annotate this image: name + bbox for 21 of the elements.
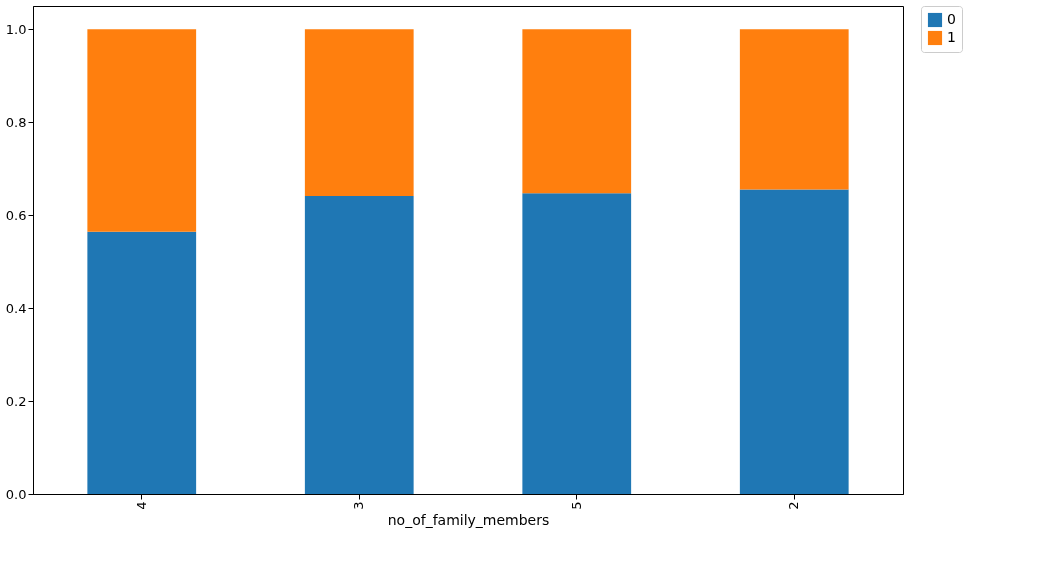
x-tick-label: 5 bbox=[568, 501, 584, 510]
y-tick-label: 0.4 bbox=[5, 300, 27, 316]
y-tick-label: 1.0 bbox=[5, 21, 27, 37]
bar bbox=[522, 193, 632, 494]
x-tick-label: 4 bbox=[133, 501, 149, 510]
y-tick-label: 0.6 bbox=[5, 207, 27, 223]
legend-label: 0 bbox=[947, 11, 956, 27]
bar bbox=[304, 29, 414, 197]
bar bbox=[304, 196, 414, 494]
y-tick-label: 0.2 bbox=[5, 393, 27, 409]
legend-label: 1 bbox=[947, 29, 956, 45]
bar bbox=[739, 29, 849, 190]
y-tick-label: 0.0 bbox=[5, 486, 27, 502]
bar bbox=[739, 189, 849, 494]
x-tick-label: 3 bbox=[351, 501, 367, 510]
y-tick-label: 0.8 bbox=[5, 114, 27, 130]
x-tick-label: 2 bbox=[786, 501, 802, 510]
bar bbox=[87, 231, 197, 494]
x-axis-title: no_of_family_members bbox=[387, 511, 550, 528]
bar bbox=[522, 29, 632, 194]
bar bbox=[87, 29, 197, 232]
